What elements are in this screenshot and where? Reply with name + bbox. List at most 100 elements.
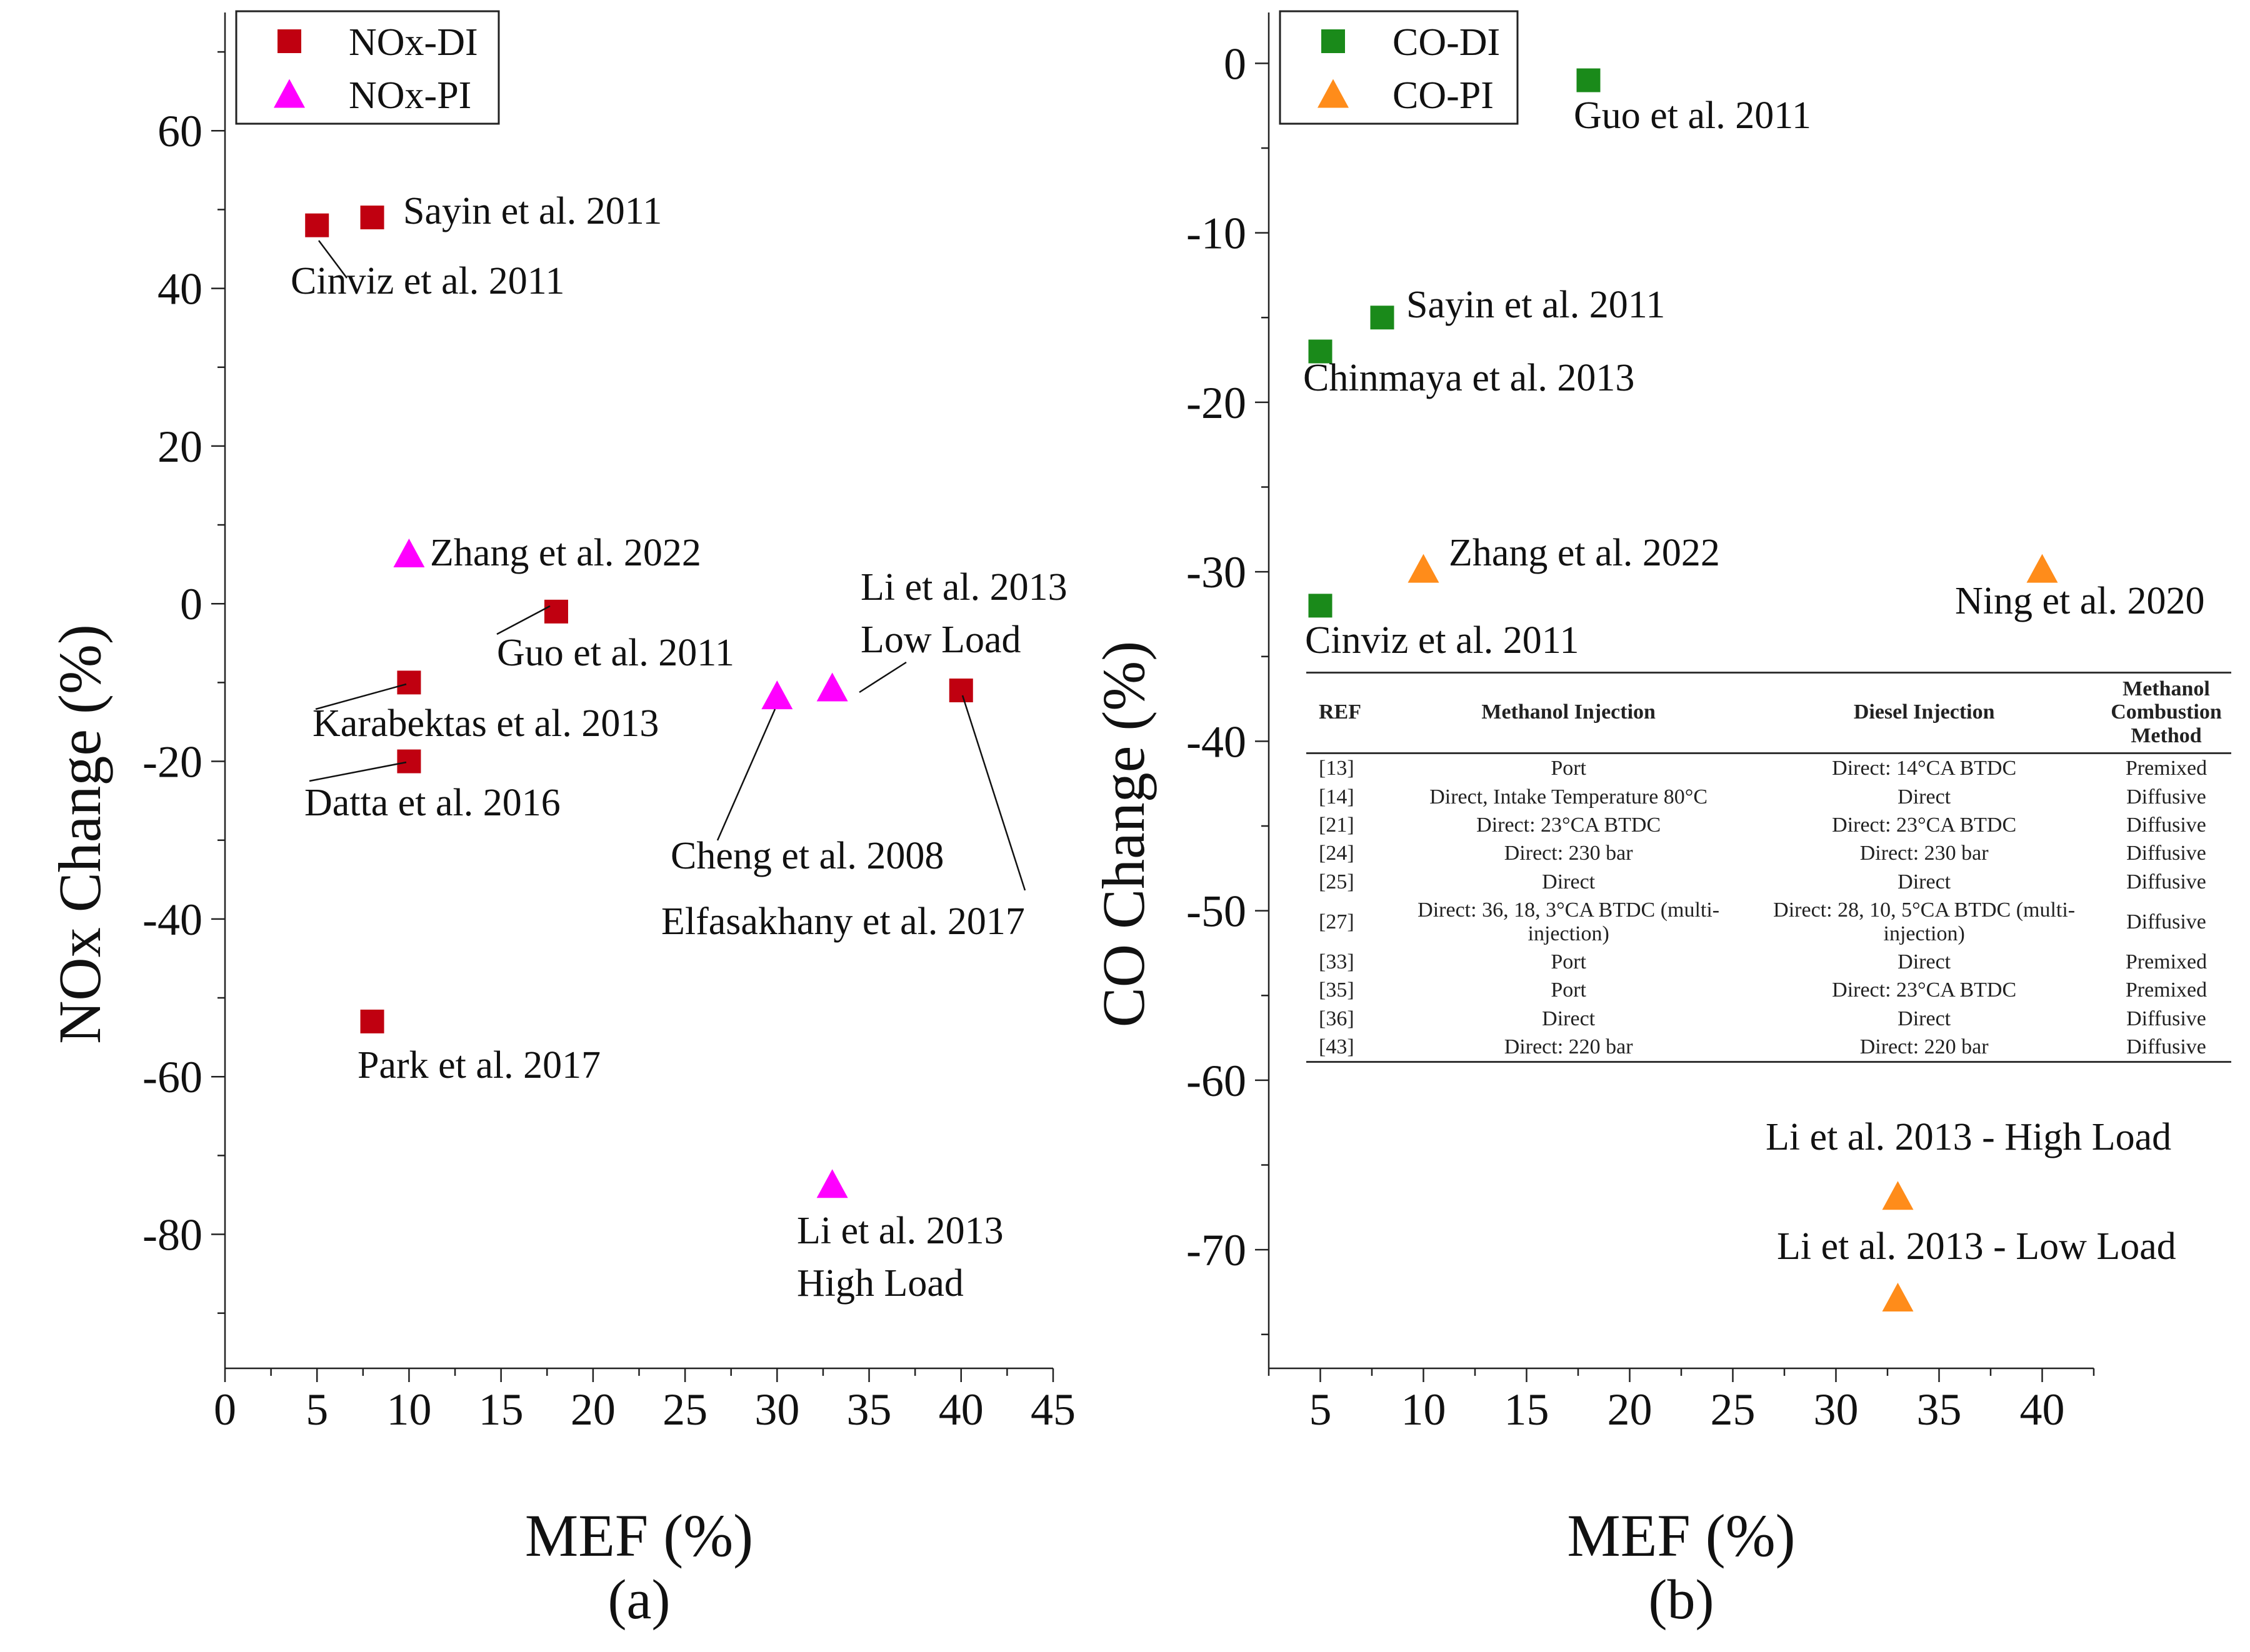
table-cell: Premixed — [2125, 978, 2208, 1002]
data-point-label: Ning et al. 2020 — [1955, 580, 2205, 622]
y-tick-label: -60 — [1186, 1056, 1246, 1106]
table-cell: Diffusive — [2126, 785, 2206, 809]
table-row: [35] Port Direct: 23°CA BTDC Premixed — [1306, 976, 2231, 1004]
table-header-diesel-injection: Diesel Injection — [1747, 671, 2101, 755]
y-tick-label: 0 — [180, 579, 202, 629]
x-axis-title: MEF (%) — [1567, 1502, 1795, 1569]
panel-b: -70 -60 -50 -40 -30 -20 -10 0 5 10 15 20 25 30 35 40 MEF… — [1090, 10, 2205, 1631]
table-cell: Direct: 220 bar — [1390, 1033, 1748, 1063]
x-tick-label: 5 — [306, 1385, 328, 1435]
x-tick-label: 10 — [386, 1385, 431, 1435]
data-point-label: Park et al. 2017 — [358, 1044, 601, 1087]
table-row: [36] Direct Direct Diffusive — [1306, 1005, 2231, 1033]
annotation-leader-line — [859, 661, 907, 694]
table-cell: Direct: 36, 18, 3°CA BTDC (multi-injecti… — [1418, 898, 1720, 945]
table-cell: Diffusive — [2126, 910, 2206, 933]
table-header-combustion-method: Methanol Combustion Method — [2101, 671, 2231, 755]
legend-marker-triangle — [1318, 79, 1349, 108]
x-tick-label: 10 — [1401, 1385, 1446, 1435]
data-point-label: Guo et al. 2011 — [497, 632, 734, 674]
panel-a: -80 -60 -40 -20 0 20 40 60 0 5 10 15 20 25 30 35 40 45 MEF… — [46, 10, 1076, 1631]
legend-marker-square — [1321, 29, 1345, 53]
table-cell: Direct: 23°CA BTDC — [1476, 813, 1661, 837]
annotation-leader-line — [309, 761, 407, 782]
x-tick-label: 25 — [662, 1385, 708, 1435]
data-point-square — [949, 679, 973, 702]
legend-marker-square — [278, 29, 301, 53]
table-cell: Diffusive — [2126, 1007, 2206, 1030]
y-tick-label: -40 — [1186, 717, 1246, 767]
data-point-square — [397, 749, 421, 774]
data-point-label: Li et al. 2013 - Low Load — [1777, 1225, 2176, 1268]
x-tick-label: 40 — [939, 1385, 984, 1435]
data-point-square — [1576, 68, 1601, 92]
x-tick-label: 20 — [1608, 1385, 1652, 1435]
panel-label: (b) — [1649, 1569, 1714, 1631]
data-point-label: Zhang et al. 2022 — [1449, 532, 1720, 574]
data-point-square — [397, 670, 421, 695]
table-cell: Direct: 23°CA BTDC — [1832, 813, 2017, 837]
data-point-label: Datta et al. 2016 — [304, 782, 561, 824]
x-tick-label: 35 — [1917, 1385, 1962, 1435]
y-axis-title: CO Change (%) — [1090, 641, 1157, 1028]
table-cell: Direct — [1898, 950, 1951, 973]
y-tick-label: -50 — [1186, 887, 1246, 937]
data-point-label: Zhang et al. 2022 — [430, 532, 701, 574]
table-cell: Direct: 230 bar — [1504, 842, 1633, 865]
x-tick-label: 20 — [571, 1385, 616, 1435]
table-cell: Diffusive — [2126, 813, 2206, 837]
x-tick-label: 15 — [1504, 1385, 1549, 1435]
table-cell: Direct: 230 bar — [1859, 842, 1989, 865]
table-row: [24] Direct: 230 bar Direct: 230 bar Diffus… — [1306, 839, 2231, 867]
table-cell: [35] — [1319, 978, 1354, 1002]
table-row: [43] Direct: 220 bar Direct: 220 bar Diffus… — [1306, 1033, 2231, 1063]
table-cell: [36] — [1319, 1007, 1354, 1030]
x-axis-title: MEF (%) — [525, 1502, 753, 1569]
table-cell: Premixed — [2125, 757, 2208, 780]
legend-label: NOx-PI — [349, 74, 471, 117]
data-point-triangle — [1408, 554, 1439, 583]
x-tick-label: 25 — [1711, 1385, 1756, 1435]
data-point-label: Sayin et al. 2011 — [403, 190, 662, 232]
legend-label: CO-DI — [1392, 21, 1500, 64]
data-point-square — [544, 599, 568, 624]
table-cell: Direct — [1542, 870, 1596, 893]
table-cell: Direct: 28, 10, 5°CA BTDC (multi-injecti… — [1773, 898, 2076, 945]
table-row: [33] Port Direct Premixed — [1306, 948, 2231, 976]
table-cell: Direct: 23°CA BTDC — [1832, 978, 2017, 1002]
table-cell: Direct, Intake Temperature 80°C — [1429, 785, 1708, 809]
data-point-label: Guo et al. 2011 — [1574, 94, 1811, 137]
x-tick-label: 45 — [1031, 1385, 1076, 1435]
data-point-square — [305, 213, 329, 237]
data-point-square — [1370, 306, 1394, 330]
data-point-triangle — [1882, 1181, 1914, 1210]
table-cell: [43] — [1306, 1033, 1390, 1063]
table-cell: [21] — [1319, 813, 1354, 837]
table-cell: Direct — [1542, 1007, 1596, 1030]
y-tick-label: -20 — [142, 737, 202, 787]
x-tick-label: 30 — [754, 1385, 799, 1435]
data-point-label: Elfasakhany et al. 2017 — [661, 900, 1025, 943]
legend-label: CO-PI — [1392, 74, 1494, 117]
table-row: [27] Direct: 36, 18, 3°CA BTDC (multi-inj… — [1306, 896, 2231, 948]
data-point-triangle — [816, 1169, 848, 1198]
table-body: [13] Port Direct: 14°CA BTDC Premixed [14] Di… — [1306, 754, 2231, 1063]
legend-marker-triangle — [274, 79, 305, 108]
table-cell: [33] — [1319, 950, 1354, 973]
table-cell: Diffusive — [2101, 1033, 2231, 1063]
table-cell: Port — [1551, 978, 1586, 1002]
data-point-label: Cinviz et al. 2011 — [291, 260, 565, 302]
panel-label: (a) — [608, 1569, 671, 1631]
table-row: [14] Direct, Intake Temperature 80°C Direc… — [1306, 783, 2231, 811]
table-cell: Direct: 220 bar — [1747, 1033, 2101, 1063]
data-point-label: Cinviz et al. 2011 — [1305, 619, 1579, 662]
table-row: [25] Direct Direct Diffusive — [1306, 868, 2231, 896]
x-tick-label: 35 — [847, 1385, 892, 1435]
x-tick-label: 15 — [479, 1385, 524, 1435]
data-point-label: Li et al. 2013 High Load — [797, 1210, 1004, 1305]
annotation-leader-line — [961, 695, 1026, 891]
table-row: [13] Port Direct: 14°CA BTDC Premixed — [1306, 754, 2231, 783]
y-tick-label: 40 — [158, 264, 202, 314]
table-cell: Direct — [1898, 870, 1951, 893]
